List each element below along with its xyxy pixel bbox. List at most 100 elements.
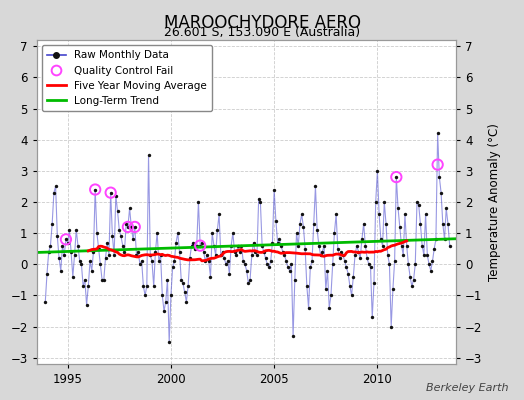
Point: [370, 280, 378, 286]
Point: [342, 264, 351, 271]
Point: [430, 246, 439, 252]
Point: [108, 233, 117, 240]
Point: [89, 249, 97, 255]
Point: [268, 239, 277, 246]
Point: [63, 239, 72, 246]
Point: [382, 221, 390, 227]
Point: [48, 221, 57, 227]
Point: [315, 242, 323, 249]
Point: [46, 242, 54, 249]
Point: [339, 252, 347, 258]
Point: [62, 236, 70, 242]
Point: [81, 277, 89, 283]
Point: [432, 236, 440, 242]
Point: [294, 242, 302, 249]
Point: [148, 258, 156, 264]
Point: [65, 227, 73, 233]
Point: [327, 292, 335, 299]
Point: [389, 286, 397, 292]
Point: [231, 249, 239, 255]
Point: [86, 258, 94, 264]
Point: [291, 277, 299, 283]
Point: [88, 267, 96, 274]
Point: [444, 221, 452, 227]
Point: [437, 190, 445, 196]
Point: [442, 205, 451, 212]
Y-axis label: Temperature Anomaly (°C): Temperature Anomaly (°C): [488, 123, 501, 281]
Point: [409, 277, 418, 283]
Point: [347, 292, 356, 299]
Text: MAROOCHYDORE AERO: MAROOCHYDORE AERO: [163, 14, 361, 32]
Point: [224, 258, 232, 264]
Point: [84, 283, 93, 289]
Point: [378, 242, 387, 249]
Point: [416, 221, 424, 227]
Point: [375, 211, 384, 218]
Point: [57, 267, 65, 274]
Point: [165, 339, 173, 345]
Point: [287, 261, 296, 268]
Point: [189, 239, 198, 246]
Point: [241, 261, 249, 268]
Point: [155, 258, 163, 264]
Point: [399, 252, 408, 258]
Point: [184, 283, 192, 289]
Point: [445, 242, 454, 249]
Point: [414, 202, 423, 208]
Point: [306, 264, 314, 271]
Point: [141, 292, 149, 299]
Point: [62, 236, 70, 242]
Point: [103, 239, 112, 246]
Point: [368, 314, 376, 320]
Point: [263, 261, 271, 268]
Point: [198, 239, 206, 246]
Point: [332, 211, 340, 218]
Point: [253, 252, 261, 258]
Point: [125, 205, 134, 212]
Point: [176, 249, 184, 255]
Point: [346, 283, 354, 289]
Point: [127, 224, 136, 230]
Point: [45, 249, 53, 255]
Point: [313, 227, 321, 233]
Point: [185, 255, 194, 261]
Point: [67, 249, 75, 255]
Point: [191, 246, 199, 252]
Point: [172, 239, 180, 246]
Point: [168, 264, 177, 271]
Text: Berkeley Earth: Berkeley Earth: [426, 383, 508, 393]
Point: [256, 199, 265, 205]
Point: [232, 252, 241, 258]
Point: [132, 252, 140, 258]
Point: [390, 258, 399, 264]
Point: [91, 186, 100, 193]
Point: [100, 277, 108, 283]
Point: [200, 249, 208, 255]
Point: [384, 252, 392, 258]
Point: [201, 258, 210, 264]
Point: [329, 261, 337, 268]
Point: [124, 224, 132, 230]
Point: [261, 255, 270, 261]
Point: [215, 211, 223, 218]
Point: [69, 274, 77, 280]
Point: [413, 199, 421, 205]
Point: [356, 255, 364, 261]
Point: [359, 221, 368, 227]
Point: [151, 249, 160, 255]
Point: [380, 199, 388, 205]
Point: [77, 261, 85, 268]
Point: [244, 280, 253, 286]
Point: [249, 239, 258, 246]
Point: [212, 252, 220, 258]
Point: [320, 242, 328, 249]
Point: [318, 249, 326, 255]
Point: [373, 168, 381, 174]
Point: [404, 261, 412, 268]
Point: [225, 270, 234, 277]
Point: [179, 280, 187, 286]
Point: [301, 246, 309, 252]
Point: [258, 242, 266, 249]
Point: [134, 249, 143, 255]
Point: [98, 277, 106, 283]
